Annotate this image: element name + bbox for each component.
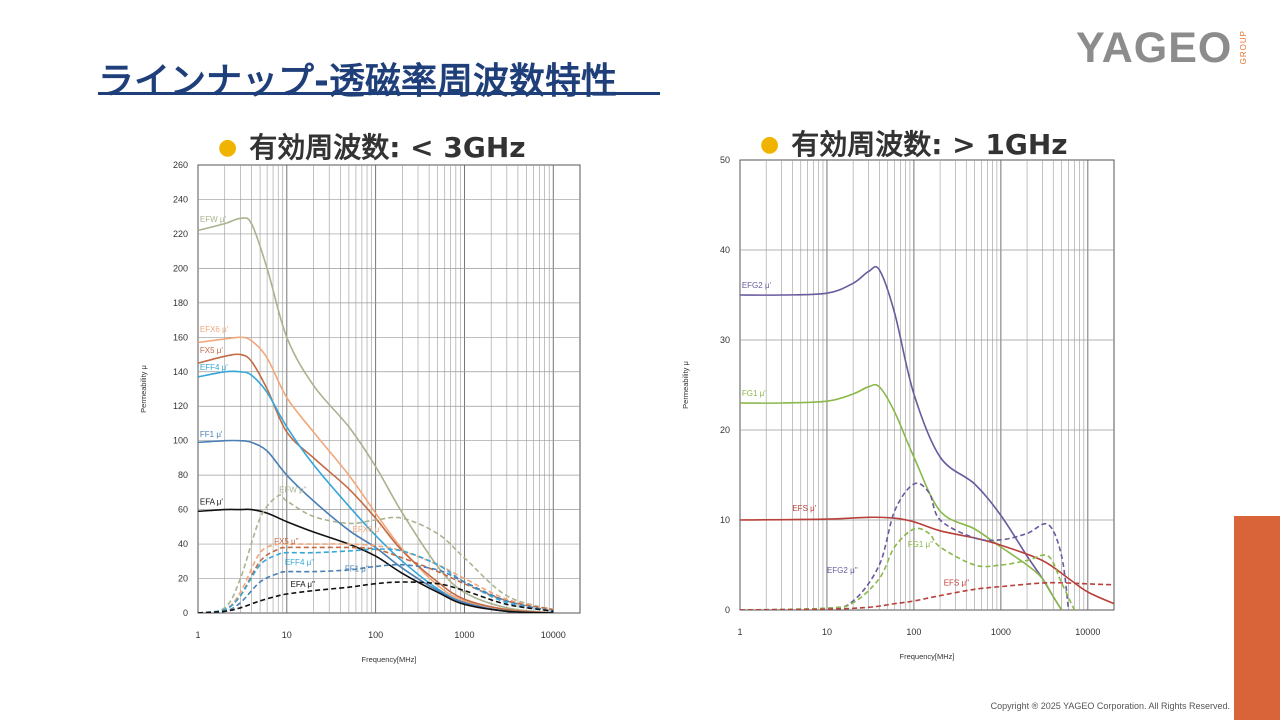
- series-line-efs-mu-real: [740, 516, 1114, 605]
- series-label-efw-mu-real: EFW μ': [200, 215, 227, 224]
- series-line-efx6-mu-real: [198, 336, 554, 613]
- y-tick-label: 10: [720, 515, 730, 525]
- plot-area: [739, 159, 1115, 611]
- bullet-icon: ●: [760, 132, 780, 157]
- series-label-efa-mu-imag: EFA μ'': [290, 580, 315, 589]
- series-label-fx5-mu-real: FX5 μ': [200, 346, 224, 355]
- series-label-efg2-mu-real: EFG2 μ': [742, 281, 772, 290]
- y-tick-label: 120: [173, 401, 188, 411]
- series-label-efw-mu-imag: EFW μ'': [279, 485, 307, 494]
- series-label-efx6-mu-real: EFX6 μ': [200, 325, 229, 334]
- series-line-efg2-mu-real: [740, 265, 1063, 610]
- x-tick-label: 10: [282, 630, 292, 640]
- y-tick-label: 20: [178, 574, 188, 584]
- series-label-efa-mu-real: EFA μ': [200, 497, 224, 506]
- y-tick-label: 0: [183, 608, 188, 618]
- copyright-text: Copyright ® 2025 YAGEO Corporation. All …: [990, 701, 1230, 711]
- series-line-fg1-mu-real: [740, 383, 1063, 610]
- series-label-fg1-mu-real: FG1 μ': [742, 389, 766, 398]
- x-tick-label: 1000: [454, 630, 474, 640]
- y-tick-label: 240: [173, 194, 188, 204]
- series-line-efx6-mu-imag: [198, 542, 554, 613]
- title-underline: [98, 92, 660, 95]
- y-tick-label: 200: [173, 263, 188, 273]
- x-tick-label: 10: [822, 627, 832, 637]
- y-tick-label: 60: [178, 505, 188, 515]
- series-line-efs-mu-imag: [740, 581, 1114, 610]
- accent-bar: [1234, 516, 1280, 720]
- x-axis-label: Frequency[MHz]: [899, 652, 954, 661]
- left-chart-heading-text: 有効周波数: < 3GHz: [249, 131, 526, 164]
- x-tick-label: 1000: [991, 627, 1011, 637]
- series-line-efg2-mu-imag: [740, 482, 1070, 610]
- y-tick-label: 50: [720, 155, 730, 165]
- left-chart-heading: ● 有効周波数: < 3GHz: [218, 126, 526, 166]
- x-tick-label: 100: [906, 627, 921, 637]
- page-title: ラインナップ-透磁率周波数特性: [98, 61, 617, 102]
- permeability-chart-right: 0 10 20 30 40 50 1 10 100 1000 10000 Frequency[MHz]…: [681, 155, 1115, 661]
- permeability-chart-left: 0 20 40 60 80 100 120 140 160 180 200 220 240 260 1 10 1…: [139, 160, 581, 664]
- bullet-icon: ●: [218, 135, 238, 160]
- y-tick-label: 100: [173, 436, 188, 446]
- series-line-ff1-mu-imag: [198, 563, 554, 613]
- y-tick-label: 40: [720, 245, 730, 255]
- series-label-efg2-mu-imag: EFG2 μ'': [827, 566, 858, 575]
- yageo-logo: YAGEO: [1076, 24, 1233, 72]
- x-tick-label: 100: [368, 630, 383, 640]
- y-tick-label: 260: [173, 160, 188, 170]
- y-tick-label: 20: [720, 425, 730, 435]
- series-label-fg1-mu-imag: FG1 μ'': [908, 540, 934, 549]
- series-label-eff4-mu-real: EFF4 μ': [200, 363, 228, 372]
- x-tick-label: 10000: [541, 630, 566, 640]
- x-tick-label: 1: [737, 627, 742, 637]
- x-axis-label: Frequency[MHz]: [361, 655, 416, 664]
- plot-area: [197, 164, 581, 614]
- y-tick-label: 140: [173, 367, 188, 377]
- x-tick-label: 10000: [1075, 627, 1100, 637]
- y-tick-label: 80: [178, 470, 188, 480]
- y-tick-label: 40: [178, 539, 188, 549]
- series-label-eff4-mu-imag: EFF4 μ'': [285, 558, 315, 567]
- series-label-ff1-mu-real: FF1 μ': [200, 430, 223, 439]
- series-line-efa-mu-real: [198, 508, 554, 613]
- series-label-efx6-mu-imag: EFX6 μ'': [353, 525, 383, 534]
- y-tick-label: 30: [720, 335, 730, 345]
- y-axis-label: Permeability μ: [681, 361, 690, 409]
- x-tick-label: 1: [195, 630, 200, 640]
- series-label-efs-mu-imag: EFS μ'': [944, 579, 970, 588]
- y-tick-label: 0: [725, 605, 730, 615]
- right-chart-heading-text: 有効周波数: > 1GHz: [791, 128, 1068, 161]
- series-line-fx5-mu-real: [198, 353, 554, 613]
- y-tick-label: 180: [173, 298, 188, 308]
- series-line-efa-mu-imag: [198, 581, 554, 613]
- series-line-fg1-mu-imag: [740, 527, 1076, 610]
- yageo-logo-group: GROUP: [1239, 30, 1248, 65]
- y-tick-label: 160: [173, 332, 188, 342]
- right-chart-heading: ● 有効周波数: > 1GHz: [760, 123, 1068, 163]
- series-label-efs-mu-real: EFS μ': [792, 504, 816, 513]
- series-label-ff1-mu-imag: FF1 μ'': [345, 565, 370, 574]
- y-axis-label: Permeability μ: [139, 365, 148, 413]
- series-line-efw-mu-imag: [198, 494, 554, 613]
- y-tick-label: 220: [173, 229, 188, 239]
- series-label-fx5-mu-imag: FX5 μ'': [274, 537, 299, 546]
- series-line-ff1-mu-real: [198, 439, 554, 613]
